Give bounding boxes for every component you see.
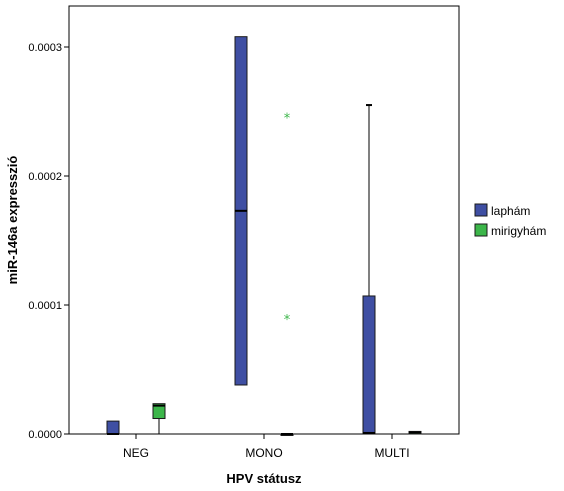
x-axis-title: HPV státusz bbox=[226, 471, 302, 486]
x-tick-label: NEG bbox=[123, 446, 149, 460]
y-tick-label: 0.0002 bbox=[28, 171, 62, 183]
legend-label-lapham: laphám bbox=[491, 204, 530, 218]
y-axis-title: miR-146a expresszió bbox=[5, 156, 20, 285]
box-series: ** bbox=[106, 36, 422, 436]
box-lapham-neg bbox=[106, 420, 120, 435]
outlier-marker: * bbox=[284, 313, 291, 328]
x-tick-label: MONO bbox=[245, 446, 282, 460]
y-tick-label: 0.0001 bbox=[28, 300, 62, 312]
legend-label-mirigyham: mirigyhám bbox=[491, 224, 546, 238]
x-axis: NEG MONO MULTI bbox=[123, 434, 410, 460]
legend: laphám mirigyhám bbox=[474, 203, 546, 238]
x-tick-label: MULTI bbox=[374, 446, 409, 460]
outlier-marker: * bbox=[284, 112, 291, 127]
y-axis: 0.0000 0.0001 0.0002 0.0003 bbox=[28, 42, 69, 441]
y-tick-label: 0.0000 bbox=[28, 429, 62, 441]
legend-swatch-mirigyham bbox=[474, 223, 488, 237]
box-lapham-multi bbox=[362, 295, 376, 434]
box-mirigyham-neg bbox=[152, 403, 166, 420]
y-tick-label: 0.0003 bbox=[28, 42, 62, 54]
plot-area bbox=[68, 5, 460, 435]
legend-swatch-lapham bbox=[474, 203, 488, 217]
